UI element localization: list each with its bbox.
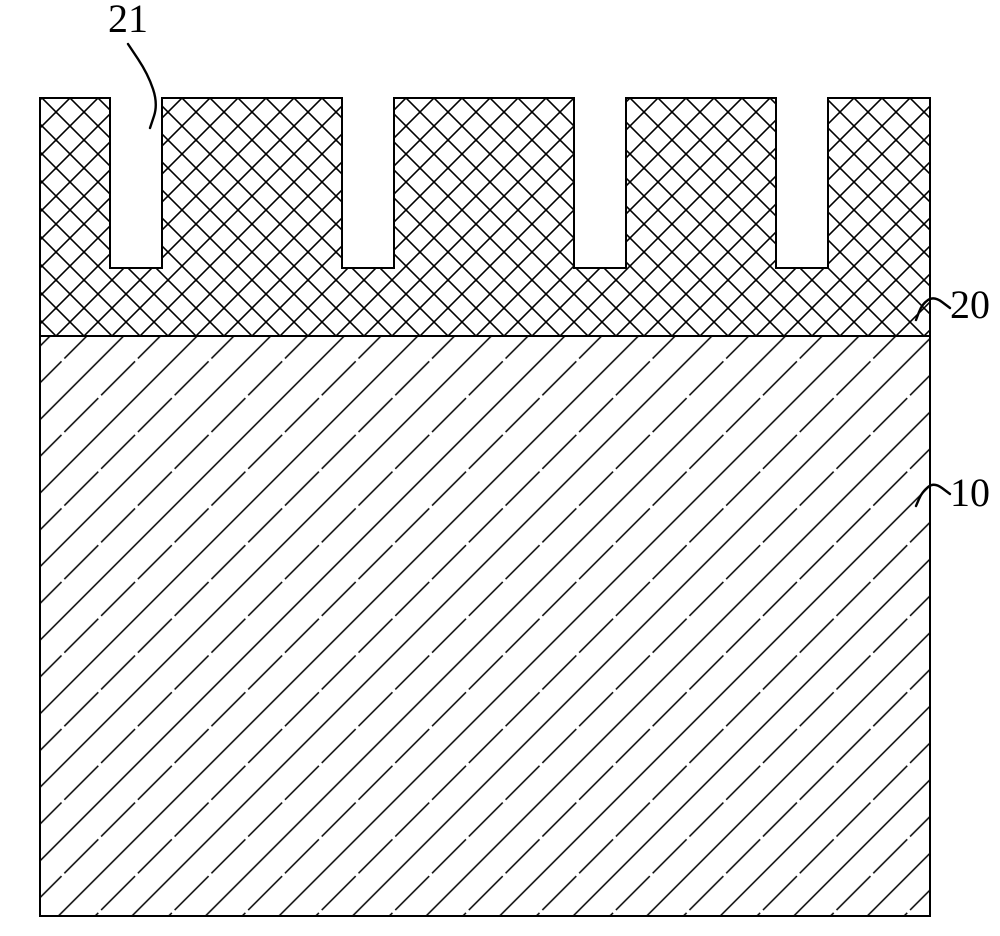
callout-20-label: 20: [950, 282, 990, 327]
callout-21-leader: [128, 44, 156, 128]
substrate-layer: [40, 336, 930, 916]
callout-21-label: 21: [108, 0, 148, 41]
patterned-top-layer: [40, 98, 930, 336]
trench-21: [110, 98, 162, 268]
callout-10-label: 10: [950, 470, 990, 515]
